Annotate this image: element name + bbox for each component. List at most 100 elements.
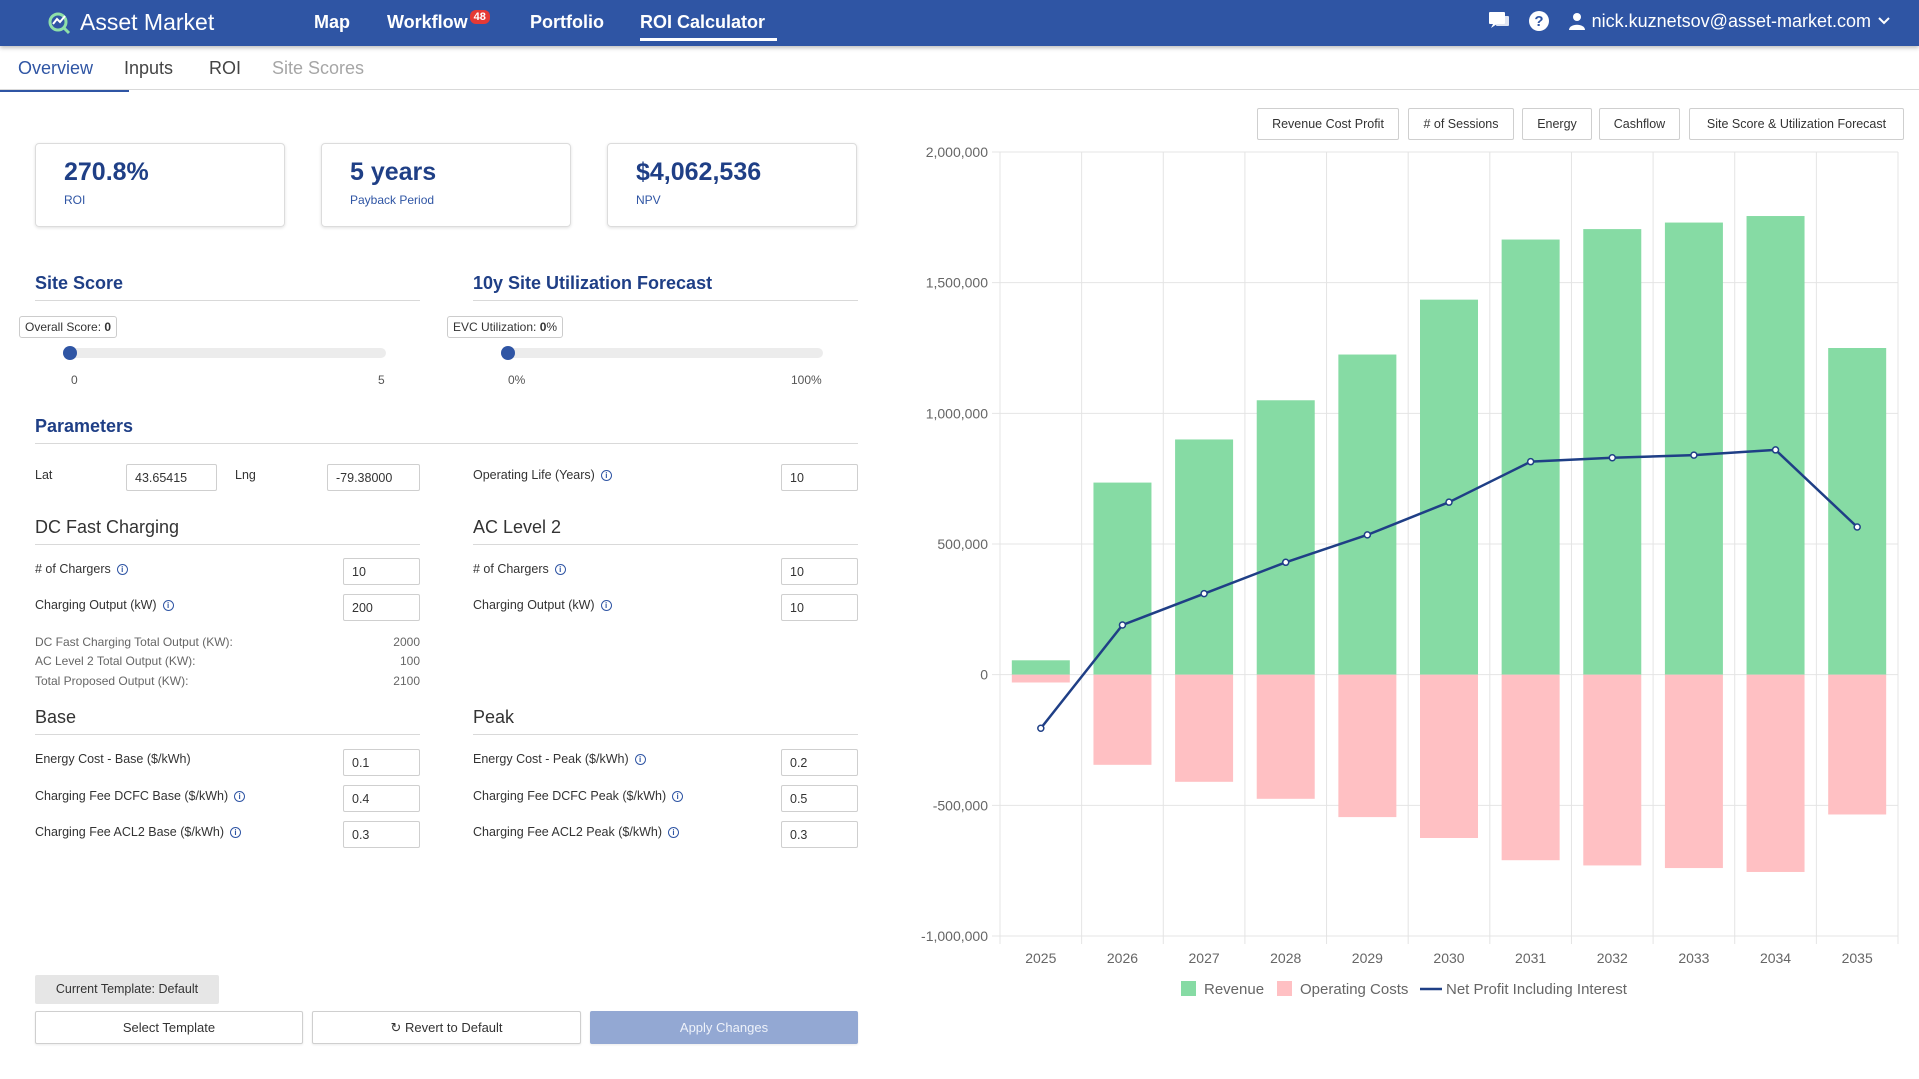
dcfc-output-input[interactable]: 200 (343, 594, 420, 621)
summary-total-label: Total Proposed Output (KW): (35, 674, 189, 688)
lng-label: Lng (235, 468, 256, 482)
acl2-output-label-text: Charging Output (kW) (473, 598, 595, 612)
peak-energy-cost-input[interactable]: 0.2 (781, 749, 858, 776)
chart-tab-revenue-cost-profit[interactable]: Revenue Cost Profit (1257, 108, 1399, 140)
net-profit-point[interactable] (1118, 621, 1127, 629)
lng-input[interactable]: -79.38000 (327, 464, 420, 491)
revenue-bar[interactable] (1011, 660, 1070, 675)
base-energy-cost-input[interactable]: 0.1 (343, 749, 420, 776)
revenue-bar[interactable] (1338, 354, 1397, 675)
base-title: Base (35, 707, 420, 735)
lat-input[interactable]: 43.65415 (126, 464, 217, 491)
chevron-down-icon (1878, 17, 1890, 25)
operating-costs-bar[interactable] (1664, 674, 1723, 869)
revenue-bar[interactable] (1583, 229, 1642, 675)
operating-costs-bar[interactable] (1420, 674, 1478, 838)
net-profit-point[interactable] (1281, 558, 1290, 567)
site-score-slider-handle[interactable] (63, 346, 77, 360)
net-profit-point[interactable] (1526, 457, 1535, 466)
utilization-slider-handle[interactable] (501, 346, 515, 360)
chart-tab-cashflow[interactable]: Cashflow (1599, 108, 1680, 140)
revenue-bar[interactable] (1093, 482, 1152, 675)
utilization-slider-track[interactable] (503, 348, 823, 358)
legend-net-profit-label[interactable]: Net Profit Including Interest (1446, 981, 1628, 998)
net-profit-point[interactable] (1853, 523, 1861, 531)
net-profit-point[interactable] (1363, 531, 1372, 539)
operating-costs-bar[interactable] (1583, 674, 1642, 866)
chat-icon[interactable] (1488, 11, 1510, 31)
kpi-roi-card: 270.8% ROI (35, 143, 285, 227)
user-menu[interactable]: nick.kuznetsov@asset-market.com (1568, 11, 1891, 32)
parameters-title: Parameters (35, 416, 858, 444)
revert-to-default-button[interactable]: ↻ Revert to Default (312, 1011, 581, 1044)
help-icon[interactable]: ? (1528, 10, 1550, 32)
info-icon[interactable]: i (672, 791, 684, 803)
chart-legend: Revenue Operating Costs Net Profit Includi… (1181, 981, 1628, 998)
kpi-npv-value: $4,062,536 (636, 158, 762, 186)
net-profit-point[interactable] (1771, 446, 1780, 454)
info-icon[interactable]: i (600, 600, 612, 612)
top-nav-bar: Asset Market Map Workflow 48 Portfolio RO… (0, 0, 1919, 46)
site-score-title: Site Score (35, 273, 420, 301)
operating-costs-bar[interactable] (1501, 674, 1560, 861)
base-acl2-fee-label: Charging Fee ACL2 Base ($/kWh) i (35, 825, 241, 839)
user-email: nick.kuznetsov@asset-market.com (1591, 10, 1871, 31)
info-icon[interactable]: i (667, 827, 679, 839)
chart-tab-sessions[interactable]: # of Sessions (1408, 108, 1514, 140)
info-icon[interactable]: i (634, 754, 646, 766)
tab-site-scores[interactable]: Site Scores (272, 58, 365, 78)
revenue-bar[interactable] (1256, 400, 1315, 675)
base-dcfc-fee-input[interactable]: 0.4 (343, 785, 420, 812)
kpi-roi-label: ROI (64, 193, 86, 207)
nav-portfolio[interactable]: Portfolio (530, 12, 604, 32)
peak-dcfc-fee-input[interactable]: 0.5 (781, 785, 858, 812)
nav-map[interactable]: Map (314, 12, 350, 32)
legend-operating-costs-label[interactable]: Operating Costs (1300, 981, 1408, 998)
tab-roi[interactable]: ROI (209, 58, 242, 78)
acl2-output-input[interactable]: 10 (781, 594, 858, 621)
operating-costs-bar[interactable] (1256, 674, 1315, 799)
revenue-bar[interactable] (1828, 348, 1887, 675)
site-score-tip-label: Overall Score: (25, 320, 102, 334)
brand-logo[interactable]: Asset Market (46, 9, 214, 36)
revenue-bar[interactable] (1420, 299, 1478, 675)
select-template-button[interactable]: Select Template (35, 1011, 303, 1044)
nav-roi-calculator[interactable]: ROI Calculator (640, 12, 778, 41)
operating-costs-bar[interactable] (1011, 674, 1070, 683)
nav-workflow[interactable]: Workflow 48 (387, 10, 490, 33)
info-icon[interactable]: i (116, 564, 128, 576)
chart-tab-site-score-utilization[interactable]: Site Score & Utilization Forecast (1689, 108, 1904, 140)
info-icon[interactable]: i (234, 791, 246, 803)
operating-costs-bar[interactable] (1338, 674, 1397, 818)
revenue-bar[interactable] (1664, 222, 1723, 675)
info-icon[interactable]: i (229, 827, 241, 839)
x-tick-label: 2027 (1189, 950, 1220, 966)
info-icon[interactable]: i (554, 564, 566, 576)
operating-costs-bar[interactable] (1093, 674, 1152, 765)
revenue-bar[interactable] (1175, 439, 1234, 675)
site-score-slider-track[interactable] (64, 348, 386, 358)
info-icon[interactable]: i (162, 600, 174, 612)
utilization-title: 10y Site Utilization Forecast (473, 273, 858, 301)
apply-changes-button[interactable]: Apply Changes (590, 1011, 858, 1044)
tab-inputs[interactable]: Inputs (124, 58, 174, 78)
operating-costs-bar[interactable] (1175, 674, 1234, 782)
operating-costs-bar[interactable] (1828, 674, 1887, 815)
operating-costs-bar[interactable] (1746, 674, 1805, 872)
net-profit-point[interactable] (1200, 589, 1208, 598)
legend-revenue-label[interactable]: Revenue (1204, 981, 1264, 998)
chart-tab-energy[interactable]: Energy (1522, 108, 1592, 140)
net-profit-point[interactable] (1690, 451, 1698, 459)
info-icon[interactable]: i (600, 470, 612, 482)
operating-life-input[interactable]: 10 (781, 464, 858, 491)
tab-overview[interactable]: Overview (0, 58, 130, 92)
base-acl2-fee-input[interactable]: 0.3 (343, 821, 420, 848)
net-profit-point[interactable] (1608, 454, 1617, 462)
revenue-bar[interactable] (1746, 216, 1805, 675)
peak-acl2-fee-input[interactable]: 0.3 (781, 821, 858, 848)
dcfc-chargers-input[interactable]: 10 (343, 558, 420, 585)
net-profit-point[interactable] (1037, 724, 1045, 732)
acl2-chargers-input[interactable]: 10 (781, 558, 858, 585)
revenue-bar[interactable] (1501, 239, 1560, 675)
net-profit-point[interactable] (1445, 498, 1453, 506)
